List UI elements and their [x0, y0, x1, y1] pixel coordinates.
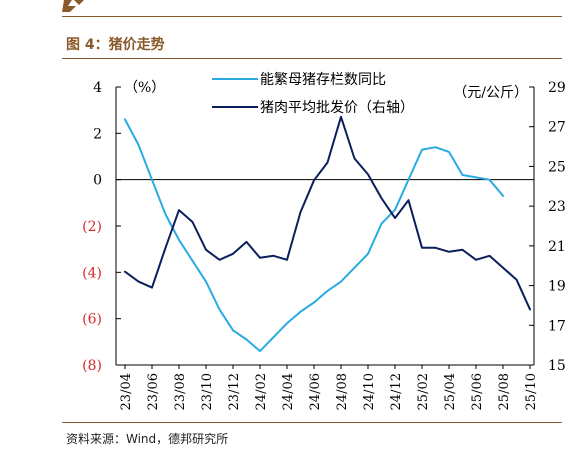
x-tick-label: 23/12: [227, 373, 242, 410]
x-tick-label: 25/08: [497, 373, 512, 410]
x-tick-label: 24/10: [362, 373, 377, 410]
x-tick-label: 25/06: [470, 373, 485, 410]
left-tick-label: 0: [93, 173, 102, 189]
right-tick-label: 21: [548, 239, 566, 255]
series-line-2: [124, 115, 531, 311]
left-tick-label: 4: [93, 80, 102, 96]
right-tick-label: 23: [548, 199, 566, 215]
source-note: 资料来源：Wind，德邦研究所: [66, 432, 229, 446]
top-banner: [0, 0, 582, 20]
series-line-1: [124, 118, 504, 353]
legend-label-2: 猪肉平均批发价（右轴）: [260, 100, 414, 116]
left-tick-label: (2): [82, 219, 102, 235]
right-axis-unit: （元/公斤）: [453, 85, 528, 101]
right-tick-label: 17: [548, 318, 566, 334]
left-tick-label: (8): [82, 358, 102, 374]
right-tick-label: 29: [548, 80, 566, 96]
x-tick-label: 23/10: [200, 373, 215, 410]
x-tick-label: 23/06: [146, 373, 161, 410]
x-tick-label: 25/10: [524, 373, 539, 410]
header-divider: [62, 16, 562, 17]
left-tick-label: 2: [93, 126, 102, 142]
x-tick-label: 24/02: [254, 373, 269, 410]
right-tick-label: 15: [548, 358, 566, 374]
left-axis-unit: （%）: [124, 80, 165, 96]
figure-title-rule: [62, 58, 562, 59]
x-tick-label: 24/08: [335, 373, 350, 410]
x-tick-label: 25/02: [416, 373, 431, 410]
right-tick-label: 19: [548, 279, 566, 295]
x-tick-label: 25/04: [443, 373, 458, 410]
right-tick-label: 27: [548, 120, 566, 136]
brand-logo-icon: [62, 0, 84, 12]
right-tick-label: 25: [548, 159, 566, 175]
x-tick-label: 23/08: [173, 373, 188, 410]
x-tick-label: 24/04: [281, 373, 296, 410]
legend-label-1: 能繁母猪存栏数同比: [260, 72, 386, 88]
x-tick-label: 24/06: [308, 373, 323, 410]
x-tick-label: 24/12: [389, 373, 404, 410]
x-tick-label: 23/04: [119, 373, 134, 410]
left-tick-label: (4): [82, 265, 102, 281]
figure-title: 图 4：猪价走势: [66, 37, 165, 53]
left-tick-label: (6): [82, 312, 102, 328]
source-divider: [62, 422, 562, 423]
